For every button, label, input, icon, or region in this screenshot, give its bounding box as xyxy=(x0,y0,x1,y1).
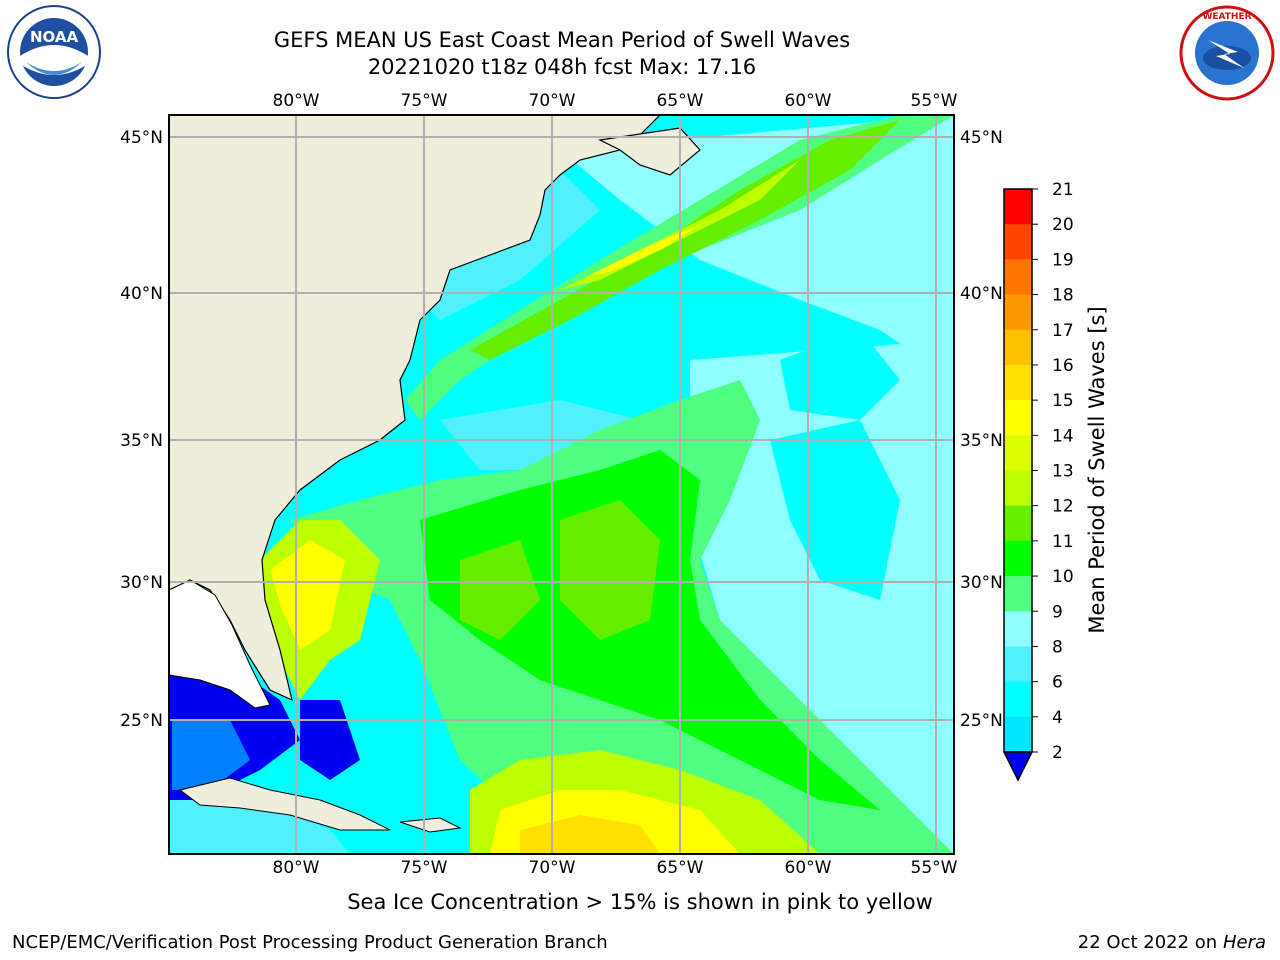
colorbar-tick-label: 9 xyxy=(1052,602,1063,622)
lon-label-bottom: 65°W xyxy=(657,858,704,878)
lon-label-top: 65°W xyxy=(657,91,704,111)
colorbar-segment xyxy=(1004,470,1032,507)
colorbar-segment xyxy=(1004,540,1032,577)
colorbar: 21 20 19 18 17 16 15 14 13 12 11 10 9 8 6 4 2 xyxy=(1002,180,1074,782)
lon-label-top: 75°W xyxy=(401,91,448,111)
colorbar-tick-label: 13 xyxy=(1052,462,1074,482)
colorbar-tick-label: 2 xyxy=(1052,743,1063,763)
colorbar-tick-label: 11 xyxy=(1052,532,1074,552)
colorbar-tick-label: 15 xyxy=(1052,391,1074,411)
colorbar-tick-label: 19 xyxy=(1052,250,1074,270)
lat-label-right: 40°N xyxy=(960,284,1003,304)
colorbar-segment xyxy=(1004,224,1032,260)
chart-title: GEFS MEAN US East Coast Mean Period of S… xyxy=(273,28,851,52)
lat-label-left: 35°N xyxy=(120,431,163,451)
colorbar-label: Mean Period of Swell Waves [s] xyxy=(1085,306,1109,634)
colorbar-segment xyxy=(1004,364,1032,401)
colorbar-segment xyxy=(1004,611,1032,647)
lat-label-right: 35°N xyxy=(960,431,1003,451)
noaa-logo-text: NOAA xyxy=(30,28,79,46)
colorbar-segment xyxy=(1004,259,1032,296)
svg-text:WEATHER: WEATHER xyxy=(1202,12,1251,22)
lat-label-left: 45°N xyxy=(120,128,163,148)
sea-ice-note: Sea Ice Concentration > 15% is shown in … xyxy=(347,890,933,914)
colorbar-segment xyxy=(1004,716,1032,753)
nws-logo: WEATHER xyxy=(1179,5,1275,101)
landmass xyxy=(169,115,701,833)
colorbar-tick-label: 16 xyxy=(1052,356,1074,376)
colorbar-segment xyxy=(1004,505,1032,542)
colorbar-tick-label: 20 xyxy=(1052,215,1074,235)
colorbar-segment xyxy=(1004,294,1032,331)
colorbar-tick-label: 14 xyxy=(1052,426,1074,446)
colorbar-tick-label: 10 xyxy=(1052,567,1074,587)
lat-label-right: 45°N xyxy=(960,128,1003,148)
lon-label-bottom: 55°W xyxy=(911,858,958,878)
lon-label-top: 60°W xyxy=(785,91,832,111)
colorbar-segment xyxy=(1004,646,1032,683)
lon-label-top: 55°W xyxy=(911,91,958,111)
chart-subtitle: 20221020 t18z 048h fcst Max: 17.16 xyxy=(367,55,757,79)
credit-host: Hera xyxy=(1222,932,1266,953)
colorbar-tick-label: 21 xyxy=(1052,180,1074,200)
colorbar-segment xyxy=(1004,435,1032,471)
colorbar-tick-label: 12 xyxy=(1052,497,1074,517)
colorbar-segment xyxy=(1004,329,1032,366)
colorbar-tick-label: 6 xyxy=(1052,673,1063,693)
colorbar-tick-label: 4 xyxy=(1052,708,1063,728)
credit-date: 22 Oct 2022 on Hera xyxy=(1078,932,1266,953)
lat-label-left: 40°N xyxy=(120,284,163,304)
colorbar-tick-label: 17 xyxy=(1052,321,1074,341)
colorbar-segment xyxy=(1004,400,1032,436)
lat-label-right: 25°N xyxy=(960,711,1003,731)
lon-label-top: 70°W xyxy=(529,91,576,111)
lat-label-left: 25°N xyxy=(120,711,163,731)
lon-label-top: 80°W xyxy=(273,91,320,111)
lon-label-bottom: 70°W xyxy=(529,858,576,878)
colorbar-segment xyxy=(1004,681,1032,718)
colorbar-segment xyxy=(1004,189,1032,225)
lat-label-right: 30°N xyxy=(960,573,1003,593)
colorbar-segment xyxy=(1004,576,1032,612)
colorbar-tick-label: 8 xyxy=(1052,637,1063,657)
credit-date-text: 22 Oct 2022 on xyxy=(1077,932,1223,953)
colorbar-tick-label: 18 xyxy=(1052,286,1074,306)
graticule xyxy=(169,115,954,854)
lon-label-bottom: 80°W xyxy=(273,858,320,878)
noaa-logo: NOAA xyxy=(7,5,101,99)
colorbar-extend-arrow xyxy=(1002,751,1034,782)
lat-label-left: 30°N xyxy=(120,573,163,593)
credit-branch: NCEP/EMC/Verification Post Processing Pr… xyxy=(12,932,608,953)
lon-label-bottom: 60°W xyxy=(785,858,832,878)
plot-frame xyxy=(168,114,955,855)
lon-label-bottom: 75°W xyxy=(401,858,448,878)
